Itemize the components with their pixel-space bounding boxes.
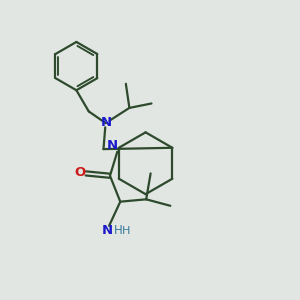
- Text: N: N: [100, 116, 112, 129]
- Text: N: N: [102, 224, 113, 237]
- Text: H: H: [122, 226, 130, 236]
- Text: H: H: [114, 224, 122, 237]
- Text: N: N: [107, 139, 118, 152]
- Text: O: O: [74, 166, 86, 179]
